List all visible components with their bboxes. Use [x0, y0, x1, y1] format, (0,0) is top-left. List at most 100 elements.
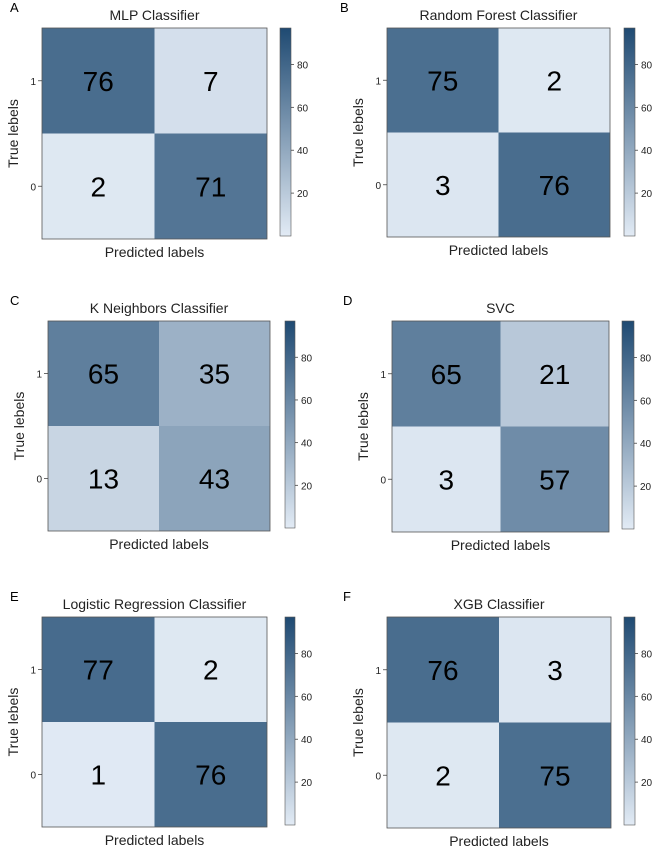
heatmap-frame — [41, 27, 268, 240]
chart-title: Logistic Regression Classifier — [63, 596, 247, 612]
heatmap-cell — [392, 426, 501, 532]
y-axis-label: True lebels — [5, 688, 21, 757]
colorbar-tick-label: 60 — [301, 396, 313, 407]
cell-value-label: 76 — [539, 170, 570, 201]
cell-value-label: 77 — [83, 655, 114, 686]
confusion-matrix-panel: C K Neighbors Classifier 65 35 13 43 1 0 True le… — [10, 293, 313, 552]
colorbar-tick-label: 40 — [640, 439, 652, 450]
chart-title: SVC — [486, 300, 515, 316]
cell-value-label: 35 — [199, 359, 230, 390]
colorbar-tick-label: 20 — [301, 778, 313, 789]
heatmap-cell — [500, 321, 609, 427]
colorbar-tick-label: 40 — [641, 146, 653, 157]
heatmap-frame — [386, 27, 611, 238]
cell-value-label: 65 — [88, 359, 119, 390]
colorbar-tick-label: 80 — [297, 60, 309, 71]
cell-value-label: 2 — [90, 171, 106, 202]
y-tick-label: 0 — [380, 475, 386, 486]
chart-title: K Neighbors Classifier — [90, 300, 229, 316]
heatmap-cell — [48, 321, 159, 426]
cell-value-label: 13 — [88, 464, 119, 495]
colorbar-tick-label: 40 — [297, 146, 309, 157]
x-axis-label: Predicted labels — [449, 242, 549, 258]
y-axis-label: True lebels — [350, 688, 366, 757]
heatmap-frame — [41, 616, 268, 828]
heatmap-cell — [42, 617, 155, 722]
panel-letter: E — [10, 589, 19, 604]
colorbar-tick-label: 20 — [641, 778, 653, 789]
colorbar-tick-label: 40 — [301, 439, 313, 450]
heatmap-cell — [392, 321, 501, 427]
y-tick-label: 0 — [30, 771, 36, 782]
y-axis-label: True lebels — [5, 99, 21, 168]
heatmap-cell — [498, 28, 610, 133]
cell-value-label: 65 — [431, 359, 462, 390]
heatmap-cell — [42, 722, 155, 827]
colorbar — [284, 320, 296, 529]
x-axis-label: Predicted labels — [451, 537, 551, 553]
colorbar-tick-label: 80 — [301, 649, 313, 660]
cell-value-label: 1 — [90, 760, 106, 791]
colorbar-tick-label: 60 — [640, 396, 652, 407]
colorbar — [623, 616, 636, 826]
colorbar-tick-label: 20 — [641, 189, 653, 200]
heatmap-cell — [387, 617, 499, 723]
colorbar — [623, 27, 636, 237]
cell-value-label: 75 — [427, 65, 458, 96]
cell-value-label: 76 — [83, 66, 114, 97]
colorbar-tick-label: 80 — [640, 353, 652, 364]
heatmap-cell — [42, 28, 155, 134]
heatmap-cell — [159, 426, 270, 531]
heatmap-cell — [154, 28, 267, 134]
heatmap-cell — [498, 132, 610, 237]
heatmap-frame — [386, 616, 612, 829]
y-tick-label: 1 — [30, 666, 36, 677]
heatmap-cell — [500, 426, 609, 532]
colorbar — [279, 27, 292, 237]
y-tick-label: 1 — [375, 76, 381, 87]
colorbar-tick-label: 60 — [297, 103, 309, 114]
y-tick-label: 1 — [375, 666, 381, 677]
cell-value-label: 76 — [195, 760, 226, 791]
cell-value-label: 7 — [203, 66, 219, 97]
panel-letter: F — [343, 589, 351, 604]
colorbar-tick-label: 20 — [301, 481, 313, 492]
colorbar-tick-label: 40 — [641, 735, 653, 746]
colorbar-tick-label: 60 — [641, 692, 653, 703]
y-axis-label: True lebels — [11, 392, 27, 461]
x-axis-label: Predicted labels — [105, 244, 205, 260]
panel-letter: B — [340, 0, 349, 15]
heatmap-cell — [159, 321, 270, 426]
heatmap-cell — [387, 722, 499, 828]
y-tick-label: 1 — [30, 77, 36, 88]
panel-letter: A — [10, 0, 19, 15]
y-tick-label: 0 — [30, 182, 36, 193]
y-tick-label: 0 — [375, 771, 381, 782]
heatmap-cell — [387, 28, 499, 133]
heatmap-cell — [499, 617, 611, 723]
colorbar-tick-label: 80 — [301, 353, 313, 364]
y-axis-label: True lebels — [355, 392, 371, 461]
colorbar-tick-label: 60 — [301, 692, 313, 703]
confusion-matrix-panel: A MLP Classifier 76 7 2 71 1 0 True lebels Predic… — [5, 0, 309, 260]
colorbar-tick-label: 40 — [301, 735, 313, 746]
heatmap-frame — [391, 320, 610, 533]
colorbar-tick-label: 80 — [641, 649, 653, 660]
cell-value-label: 71 — [195, 171, 226, 202]
cell-value-label: 21 — [539, 359, 570, 390]
heatmap-frame — [47, 320, 271, 532]
chart-title: XGB Classifier — [453, 596, 544, 612]
heatmap-cell — [154, 133, 267, 239]
confusion-matrix-panel: D SVC 65 21 3 57 1 0 True lebels Predicted labels… — [343, 293, 652, 553]
y-tick-label: 0 — [375, 181, 381, 192]
y-tick-label: 1 — [36, 370, 42, 381]
cell-value-label: 75 — [539, 760, 570, 791]
cell-value-label: 3 — [438, 464, 454, 495]
colorbar-tick-label: 20 — [640, 482, 652, 493]
cell-value-label: 57 — [539, 464, 570, 495]
panel-letter: C — [10, 293, 19, 308]
x-axis-label: Predicted labels — [109, 536, 209, 552]
chart-title: Random Forest Classifier — [420, 7, 578, 23]
cell-value-label: 43 — [199, 464, 230, 495]
